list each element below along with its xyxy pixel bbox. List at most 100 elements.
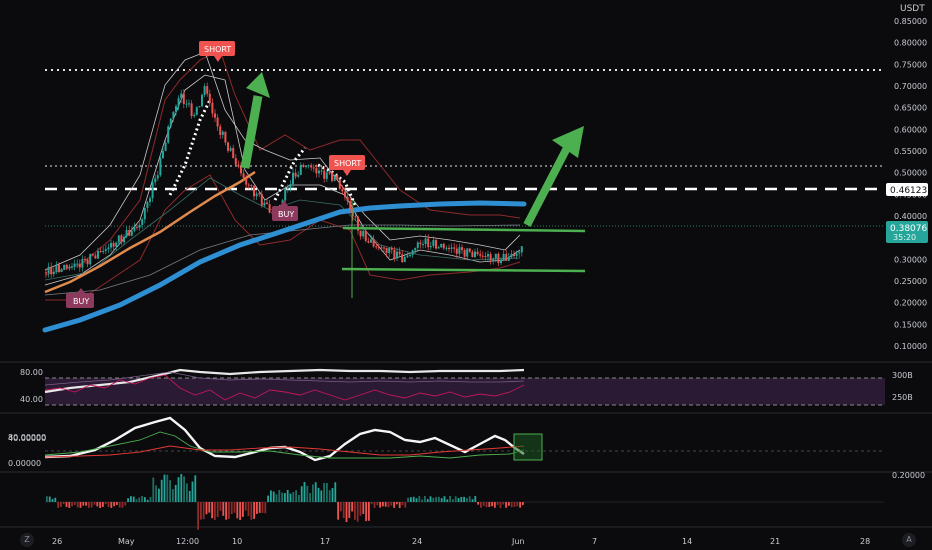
candle[interactable]: [440, 243, 443, 249]
candle[interactable]: [188, 99, 190, 108]
candle[interactable]: [432, 236, 435, 249]
candle[interactable]: [107, 243, 110, 254]
candle[interactable]: [133, 222, 136, 233]
candle[interactable]: [370, 235, 372, 243]
candle[interactable]: [292, 168, 294, 188]
candle[interactable]: [310, 163, 313, 171]
candle[interactable]: [320, 166, 323, 175]
candle[interactable]: [305, 165, 307, 169]
candle[interactable]: [299, 162, 302, 176]
candle[interactable]: [419, 239, 422, 249]
candle[interactable]: [84, 256, 86, 264]
candle[interactable]: [169, 117, 172, 129]
candle[interactable]: [149, 195, 151, 207]
candle[interactable]: [367, 237, 370, 244]
candle[interactable]: [458, 243, 461, 258]
candle[interactable]: [193, 112, 196, 118]
candle[interactable]: [497, 252, 500, 267]
candle[interactable]: [50, 262, 53, 278]
candle[interactable]: [172, 111, 175, 122]
oscillator-pane[interactable]: 80.00000 80.00000 40.00000 0.00000: [8, 409, 884, 468]
candle[interactable]: [47, 262, 50, 278]
candle[interactable]: [427, 234, 430, 251]
candle[interactable]: [476, 247, 479, 256]
candle[interactable]: [383, 245, 385, 253]
candle[interactable]: [55, 261, 58, 274]
candle[interactable]: [229, 145, 232, 152]
candle[interactable]: [151, 178, 154, 203]
candle[interactable]: [455, 244, 458, 259]
candle[interactable]: [130, 226, 133, 237]
candlesticks[interactable]: [45, 82, 523, 278]
candle[interactable]: [406, 252, 409, 259]
candle[interactable]: [162, 147, 164, 159]
candle[interactable]: [333, 174, 336, 182]
candle[interactable]: [154, 174, 157, 186]
candle[interactable]: [307, 164, 310, 169]
candle[interactable]: [123, 234, 125, 245]
candle[interactable]: [208, 89, 211, 107]
short-badge-2[interactable]: SHORT: [329, 155, 365, 176]
candle[interactable]: [177, 95, 180, 111]
candle[interactable]: [180, 89, 183, 103]
candle[interactable]: [117, 235, 120, 247]
candle[interactable]: [377, 243, 380, 251]
candle[interactable]: [336, 173, 339, 181]
candle[interactable]: [146, 200, 149, 213]
candle[interactable]: [481, 251, 484, 260]
candle[interactable]: [520, 246, 523, 257]
range-bottom-line[interactable]: [341, 267, 586, 273]
candle[interactable]: [500, 256, 502, 266]
candle[interactable]: [388, 247, 391, 258]
candle[interactable]: [58, 262, 60, 274]
candle[interactable]: [344, 187, 346, 201]
candle[interactable]: [65, 263, 68, 271]
candle[interactable]: [232, 144, 235, 159]
buy-badge-1[interactable]: BUY: [66, 288, 94, 308]
candle[interactable]: [510, 250, 513, 259]
candle[interactable]: [52, 267, 55, 278]
candle[interactable]: [338, 176, 341, 191]
candle[interactable]: [445, 245, 448, 252]
candle[interactable]: [266, 198, 268, 205]
timezone-icon[interactable]: Z: [20, 533, 34, 547]
price-axis[interactable]: 0.85000 0.80000 0.75000 0.70000 0.65000 0.600…: [894, 17, 927, 351]
candle[interactable]: [398, 247, 401, 257]
candle[interactable]: [234, 154, 237, 166]
candle[interactable]: [323, 166, 326, 183]
candle[interactable]: [164, 139, 167, 152]
candle[interactable]: [289, 180, 292, 192]
candle[interactable]: [414, 247, 417, 254]
candle[interactable]: [403, 253, 406, 263]
candle[interactable]: [68, 263, 71, 271]
candle[interactable]: [331, 171, 333, 183]
candle[interactable]: [81, 255, 84, 272]
candle[interactable]: [463, 248, 466, 260]
candle[interactable]: [351, 205, 354, 221]
arrow-up-1[interactable]: [240, 72, 270, 169]
candle[interactable]: [138, 222, 141, 231]
candle[interactable]: [502, 250, 505, 262]
candle[interactable]: [515, 250, 518, 260]
candle[interactable]: [372, 235, 375, 248]
candle[interactable]: [45, 268, 47, 278]
candle[interactable]: [385, 247, 388, 258]
auto-scale-icon[interactable]: A: [902, 533, 916, 547]
candle[interactable]: [487, 250, 489, 261]
candle[interactable]: [112, 240, 115, 252]
candle[interactable]: [466, 247, 469, 259]
candle[interactable]: [201, 93, 203, 108]
candle[interactable]: [86, 257, 89, 268]
candle[interactable]: [461, 244, 463, 254]
candle[interactable]: [396, 247, 398, 262]
candle[interactable]: [242, 169, 245, 182]
candle[interactable]: [104, 244, 107, 255]
candle[interactable]: [435, 237, 437, 250]
candle[interactable]: [312, 164, 315, 172]
candle[interactable]: [422, 240, 424, 249]
histogram-pane[interactable]: 0.20000: [45, 471, 925, 530]
candle[interactable]: [97, 247, 99, 260]
candle[interactable]: [219, 123, 222, 139]
candle[interactable]: [227, 141, 229, 153]
candle[interactable]: [190, 100, 193, 119]
